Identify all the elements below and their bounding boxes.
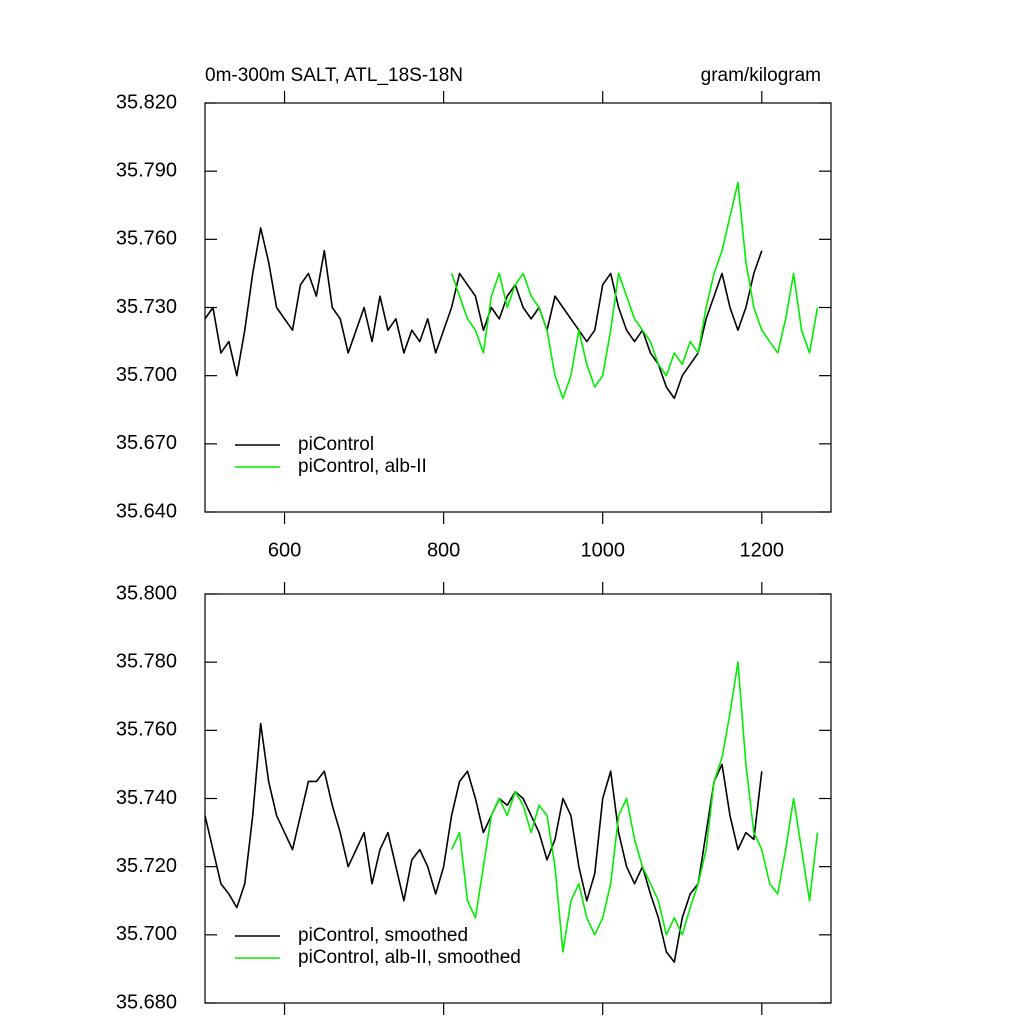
y-tick-label: 35.700 [116, 364, 177, 386]
y-tick-label: 35.740 [116, 787, 177, 809]
y-tick-label: 35.700 [116, 923, 177, 945]
series-line [204, 722, 763, 963]
x-tick-label: 600 [268, 539, 301, 561]
units-label: gram/kilogram [701, 65, 821, 86]
series-line [204, 227, 763, 400]
x-tick-label: 800 [427, 539, 460, 561]
series-line [450, 181, 819, 400]
y-tick-label: 35.790 [116, 159, 177, 181]
legend-label: piControl, alb-II [298, 456, 427, 477]
y-tick-label: 35.820 [116, 91, 177, 113]
y-tick-label: 35.720 [116, 855, 177, 877]
y-tick-label: 35.760 [116, 228, 177, 250]
chart-title: 0m-300m SALT, ATL_18S-18N [205, 65, 463, 86]
x-tick-label: 1000 [580, 539, 625, 561]
y-tick-label: 35.780 [116, 650, 177, 672]
x-tick-label: 1200 [740, 539, 785, 561]
series-line [450, 661, 819, 953]
y-tick-label: 35.760 [116, 719, 177, 741]
y-tick-label: 35.670 [116, 432, 177, 454]
legend-label: piControl, smoothed [298, 925, 468, 946]
legend-label: piControl, alb-II, smoothed [298, 947, 521, 968]
y-tick-label: 35.640 [116, 500, 177, 522]
y-tick-label: 35.680 [116, 991, 177, 1013]
y-tick-label: 35.800 [116, 582, 177, 604]
legend-label: piControl [298, 434, 374, 455]
y-tick-label: 35.730 [116, 296, 177, 318]
